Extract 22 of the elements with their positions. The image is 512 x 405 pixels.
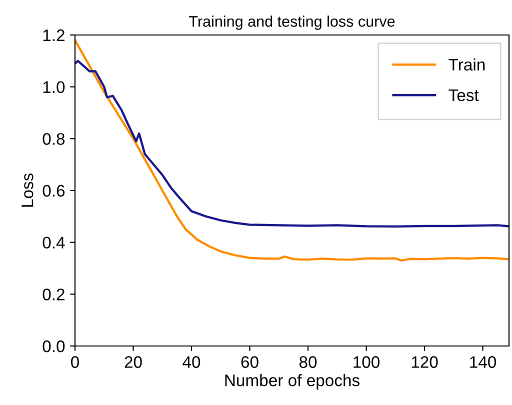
line-series [75, 39, 509, 262]
x-axis-title: Number of epochs [225, 374, 360, 390]
legend-label: Train [448, 58, 485, 71]
y-tick-label: 0.8 [42, 133, 65, 145]
y-tick-label: 0.4 [42, 236, 65, 249]
y-tick-label: 0.0 [42, 340, 65, 352]
x-tick-label: 20 [124, 356, 142, 368]
y-tick-label: 1.0 [43, 81, 65, 94]
legend-label: Test [448, 89, 479, 102]
x-tick-label: 0 [71, 356, 79, 368]
y-axis-title: Loss [22, 174, 34, 207]
y-tick-label: 0.6 [42, 184, 65, 197]
x-tick-label: 120 [412, 356, 438, 368]
line-series [75, 60, 509, 228]
x-tick-label: 140 [470, 356, 496, 368]
y-tick-label: 0.2 [42, 288, 64, 300]
x-tick-label: 60 [241, 356, 258, 368]
x-tick-label: 40 [182, 356, 200, 368]
y-tick-label: 1.2 [43, 29, 64, 42]
x-tick-label: 100 [354, 356, 380, 368]
chart-title: Training and testing loss curve [189, 16, 395, 30]
x-tick-label: 80 [299, 356, 317, 368]
